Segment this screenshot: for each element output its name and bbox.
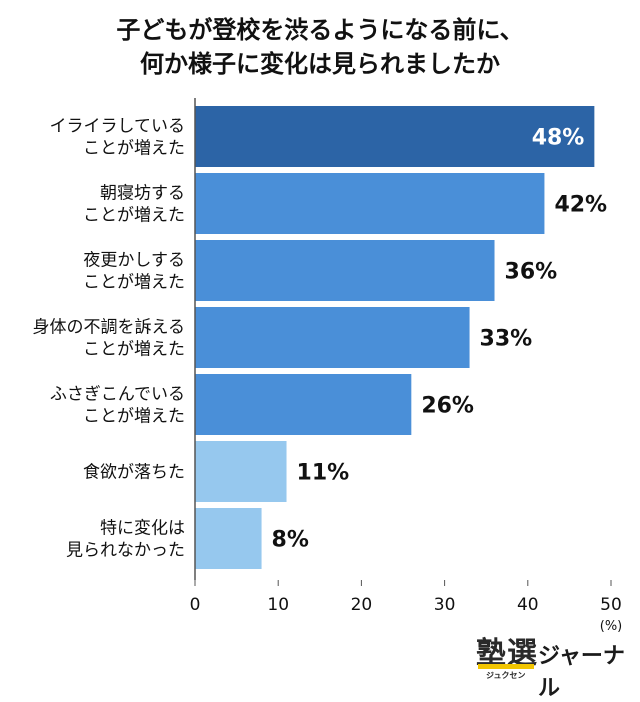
- value-label-7: 8%: [272, 528, 309, 553]
- category-label-2-1: 朝寝坊する: [100, 183, 185, 204]
- category-label-5-1: ふさぎこんでいる: [50, 385, 185, 405]
- x-tick-label-5: 40: [517, 595, 539, 615]
- value-label-4: 33%: [480, 327, 533, 352]
- bar-2: [195, 173, 545, 234]
- value-label-3: 36%: [505, 260, 558, 285]
- category-label-1-2: ことが増えた: [83, 139, 185, 159]
- category-label-3-1: 夜更かしする: [83, 251, 185, 271]
- value-label-1: 48%: [532, 126, 585, 151]
- category-label-3-2: ことが増えた: [83, 273, 185, 293]
- category-label-5-2: ことが増えた: [83, 407, 185, 427]
- bar-7: [195, 508, 262, 569]
- x-tick-label-3: 20: [351, 595, 373, 615]
- bar-3: [195, 240, 495, 301]
- category-label-6-1: 食欲が落ちた: [83, 463, 185, 483]
- x-tick-label-1: 0: [190, 595, 201, 615]
- value-label-6: 11%: [297, 461, 350, 486]
- category-label-1-1: イライラしている: [50, 117, 186, 137]
- category-label-4-1: 身体の不調を訴える: [33, 318, 186, 338]
- x-tick-label-6: 50: [600, 595, 622, 615]
- bar-4: [195, 307, 470, 368]
- x-unit-label: (%): [600, 619, 623, 634]
- bar-6: [195, 441, 287, 502]
- category-label-7-2: 見られなかった: [66, 541, 185, 561]
- chart-title-line-1: 子どもが登校を渋るようになる前に、: [116, 16, 524, 44]
- x-tick-label-2: 10: [267, 595, 289, 615]
- logo-underline: [478, 664, 534, 669]
- category-label-7-1: 特に変化は: [100, 519, 185, 539]
- category-label-4-2: ことが増えた: [83, 340, 185, 360]
- x-tick-label-4: 30: [434, 595, 456, 615]
- logo-sub-text: ジュクセン: [486, 671, 526, 680]
- brand-logo: 塾選 ジュクセン ジャーナル: [476, 628, 636, 701]
- value-label-5: 26%: [421, 394, 474, 419]
- category-label-2-2: ことが増えた: [83, 206, 185, 226]
- bar-1: [195, 106, 595, 167]
- bar-5: [195, 374, 412, 435]
- value-label-2: 42%: [554, 193, 607, 218]
- chart-title-line-2: 何か様子に変化は見られましたか: [140, 50, 500, 78]
- logo-name-text: ジャーナル: [538, 644, 625, 701]
